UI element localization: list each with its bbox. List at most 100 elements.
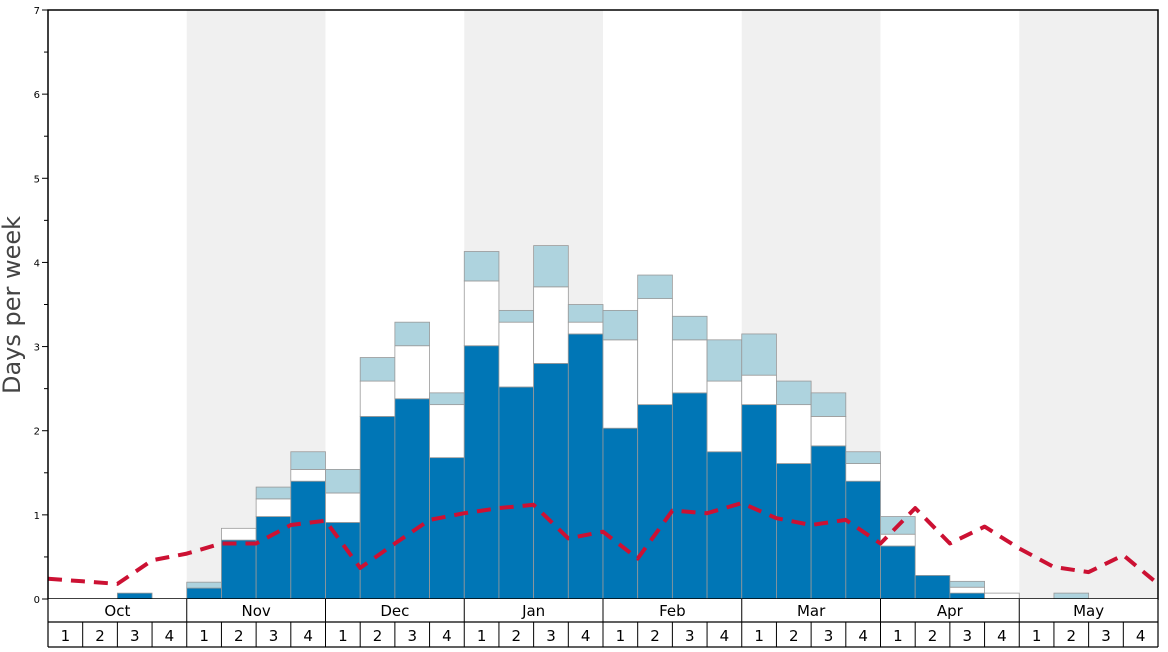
bar-light-18 — [671, 315, 708, 341]
week-label: 4 — [720, 627, 730, 645]
bar-dark-5 — [221, 539, 257, 600]
month-shade-may — [1019, 10, 1158, 599]
bar-white-18 — [671, 339, 708, 394]
x-axis-layer: Oct 1 2 3 4 Nov 1 2 3 4 Dec 1 2 3 4 Jan 1 2 3 4 Feb 1 2 3 4 Mar 1 2… — [47, 599, 1159, 648]
bar-dark-17 — [637, 404, 673, 600]
bar-white-12 — [463, 280, 500, 347]
bar-white-8 — [325, 492, 361, 523]
bar-white-5 — [221, 527, 257, 541]
bar-dark-11 — [429, 457, 465, 600]
trend-line — [47, 501, 1160, 586]
month-label-feb: Feb — [659, 602, 686, 620]
bar-dark-6 — [255, 516, 292, 600]
week-label: 1 — [61, 627, 71, 645]
bar-white-15 — [567, 321, 604, 335]
week-label: 1 — [477, 627, 487, 645]
bar-light-16 — [602, 309, 639, 341]
week-label: 2 — [789, 627, 799, 645]
bar-dark-20 — [741, 404, 777, 600]
y-tick-label: 4 — [34, 258, 40, 269]
bar-white-26 — [949, 586, 985, 594]
week-label: 2 — [650, 627, 660, 645]
bar-dark-2 — [116, 592, 153, 600]
bar-dark-26 — [949, 592, 985, 600]
bar-dark-18 — [671, 392, 708, 600]
bar-dark-24 — [880, 545, 916, 600]
bar-light-4 — [186, 581, 222, 589]
bar-light-6 — [255, 486, 292, 500]
bar-light-22 — [810, 392, 847, 417]
week-label: 1 — [616, 627, 626, 645]
bar-dark-13 — [498, 386, 535, 600]
week-label: 2 — [373, 627, 383, 645]
week-label: 4 — [997, 627, 1007, 645]
week-label: 3 — [130, 627, 140, 645]
week-label: 3 — [407, 627, 417, 645]
y-tick-label: 3 — [34, 343, 40, 354]
month-label-nov: Nov — [241, 602, 270, 620]
week-label: 4 — [303, 627, 313, 645]
bar-white-21 — [776, 404, 812, 464]
month-label-jan: Jan — [521, 602, 545, 620]
bar-dark-23 — [845, 480, 881, 600]
bar-dark-7 — [290, 480, 326, 600]
week-label: 1 — [199, 627, 209, 645]
week-label: 2 — [234, 627, 244, 645]
bar-light-23 — [845, 451, 881, 464]
bar-light-10 — [394, 321, 430, 347]
week-label: 3 — [1101, 627, 1111, 645]
week-label: 1 — [338, 627, 348, 645]
bar-dark-21 — [776, 463, 812, 600]
week-label: 2 — [928, 627, 938, 645]
week-label: 2 — [95, 627, 105, 645]
week-label: 4 — [165, 627, 175, 645]
bar-light-29 — [1053, 592, 1090, 600]
bar-light-17 — [637, 274, 673, 300]
week-label: 1 — [754, 627, 764, 645]
bar-light-14 — [533, 245, 569, 288]
bar-light-7 — [290, 451, 326, 470]
bar-white-16 — [602, 339, 639, 429]
bar-light-8 — [325, 469, 361, 494]
y-tick-label: 7 — [34, 6, 40, 17]
bar-light-21 — [776, 380, 812, 406]
bar-dark-25 — [914, 575, 951, 600]
bar-white-10 — [394, 345, 430, 400]
bar-white-6 — [255, 498, 292, 517]
bar-dark-8 — [325, 522, 361, 600]
bar-light-13 — [498, 309, 535, 323]
month-label-may: May — [1073, 602, 1104, 620]
y-axis-label: Days per week — [0, 216, 26, 394]
week-label: 1 — [1032, 627, 1042, 645]
week-label: 2 — [512, 627, 522, 645]
bar-dark-4 — [186, 587, 222, 600]
bars-layer — [116, 245, 1090, 600]
trend-line-layer — [47, 501, 1160, 586]
bar-white-22 — [810, 416, 847, 447]
bar-white-11 — [429, 404, 465, 459]
week-label: 4 — [858, 627, 868, 645]
bar-dark-16 — [602, 427, 639, 600]
bar-dark-10 — [394, 398, 430, 600]
bar-dark-19 — [706, 451, 743, 600]
bar-white-23 — [845, 463, 881, 482]
bar-light-26 — [949, 580, 985, 588]
y-tick-label: 2 — [34, 427, 40, 438]
week-label: 1 — [893, 627, 903, 645]
bar-light-15 — [567, 304, 604, 323]
bar-dark-14 — [533, 362, 569, 600]
bar-white-19 — [706, 380, 743, 453]
bar-light-19 — [706, 339, 743, 382]
y-tick-label: 5 — [34, 174, 40, 185]
y-tick-label: 1 — [34, 511, 40, 522]
bar-light-9 — [359, 357, 396, 382]
week-label: 3 — [962, 627, 972, 645]
month-label-dec: Dec — [380, 602, 409, 620]
bar-white-27 — [984, 592, 1020, 600]
month-label-mar: Mar — [797, 602, 826, 620]
bar-white-9 — [359, 380, 396, 417]
week-label: 2 — [1067, 627, 1077, 645]
bar-white-20 — [741, 374, 777, 406]
bar-white-7 — [290, 469, 326, 482]
